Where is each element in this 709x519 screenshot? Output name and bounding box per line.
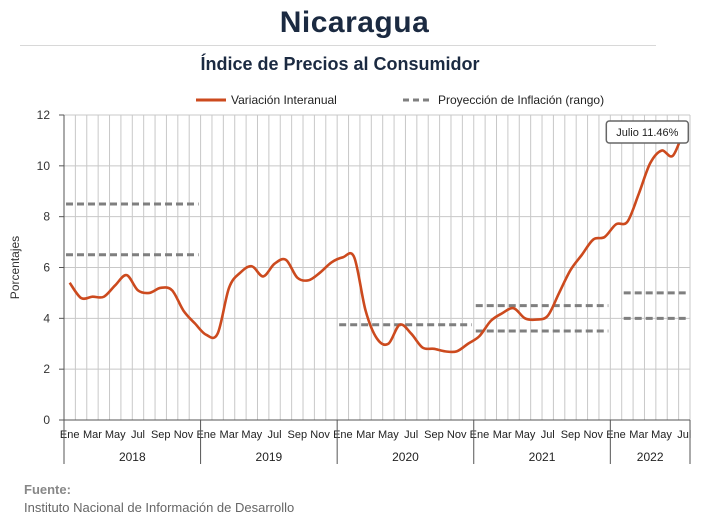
x-month-tick-label: Nov [174, 429, 194, 441]
x-month-tick-label: Ene [606, 429, 626, 441]
y-tick-label: 4 [43, 311, 50, 325]
x-month-tick-label: May [241, 429, 262, 441]
y-tick-label: 2 [43, 362, 50, 376]
x-month-tick-label: Ene [196, 429, 216, 441]
x-month-tick-label: Mar [493, 429, 512, 441]
chart-subtitle: Índice de Precios al Consumidor [200, 54, 480, 74]
x-month-tick-label: Jul [677, 429, 691, 441]
legend-label-solid: Variación Interanual [231, 93, 337, 107]
source-label: Fuente: [24, 482, 71, 497]
y-tick-label: 0 [43, 413, 50, 427]
y-tick-label: 10 [37, 159, 51, 173]
x-year-label: 2018 [119, 450, 146, 464]
x-month-tick-label: May [105, 429, 126, 441]
annotation-callout-text: Julio 11.46% [616, 127, 678, 139]
x-month-tick-label: Mar [629, 429, 648, 441]
x-year-label: 2020 [392, 450, 419, 464]
x-month-tick-label: May [651, 429, 672, 441]
x-month-tick-label: Nov [583, 429, 603, 441]
y-tick-label: 6 [43, 261, 50, 275]
x-month-tick-label: May [515, 429, 536, 441]
x-month-tick-label: Nov [310, 429, 330, 441]
x-month-tick-label: Sep [424, 429, 444, 441]
series-line-variacion-interanual [68, 128, 686, 354]
x-month-tick-label: Mar [220, 429, 239, 441]
x-month-tick-label: Jul [541, 429, 555, 441]
title-divider [20, 45, 656, 46]
x-month-tick-label: Sep [561, 429, 581, 441]
x-month-tick-label: Ene [60, 429, 80, 441]
y-axis-label: Porcentajes [8, 236, 22, 299]
source-text: Instituto Nacional de Información de Des… [24, 500, 295, 515]
x-month-tick-label: Sep [288, 429, 308, 441]
x-month-tick-label: Nov [447, 429, 467, 441]
y-tick-label: 12 [37, 108, 51, 122]
x-month-tick-label: Ene [470, 429, 490, 441]
y-tick-label: 8 [43, 210, 50, 224]
x-year-label: 2022 [637, 450, 664, 464]
x-month-tick-label: Mar [356, 429, 375, 441]
legend-label-dashed: Proyección de Inflación (rango) [438, 93, 604, 107]
annotation-callout-box [605, 120, 690, 144]
page-title: Nicaragua [279, 6, 430, 39]
x-month-tick-label: Jul [404, 429, 418, 441]
x-month-tick-label: Mar [83, 429, 102, 441]
x-month-tick-label: Ene [333, 429, 353, 441]
x-year-label: 2019 [256, 450, 283, 464]
x-month-tick-label: Jul [268, 429, 282, 441]
x-month-tick-label: Sep [151, 429, 171, 441]
x-month-tick-label: May [378, 429, 399, 441]
x-month-tick-label: Jul [131, 429, 145, 441]
x-year-label: 2021 [529, 450, 556, 464]
